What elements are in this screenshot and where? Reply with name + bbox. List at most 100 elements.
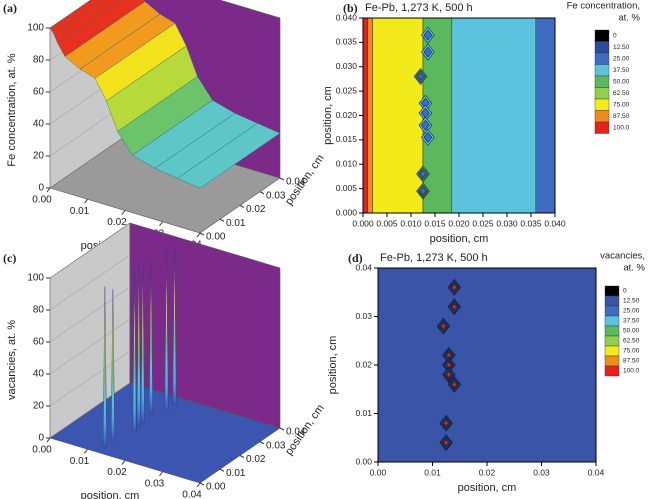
colorbar-label: 100.0 bbox=[613, 124, 630, 131]
chart-title: Fe-Pb, 1,273 K, 500 h bbox=[380, 252, 488, 264]
y-tick bbox=[259, 191, 265, 195]
surface-strip bbox=[177, 123, 281, 189]
colorbar-box bbox=[604, 335, 620, 347]
x-tick-label: 0.02 bbox=[107, 467, 127, 478]
x-tick-label: 0.015 bbox=[424, 218, 446, 228]
surface-strip bbox=[49, 0, 104, 35]
spot bbox=[418, 116, 433, 134]
y-tick-label: 0.04 bbox=[355, 262, 372, 272]
x-tick-label: 0.03 bbox=[145, 478, 165, 489]
spot bbox=[447, 298, 462, 316]
z-tick-label: 60 bbox=[33, 87, 45, 98]
x-tick-label: 0.040 bbox=[544, 218, 566, 228]
spot-ring bbox=[451, 284, 457, 291]
colorbar-box bbox=[604, 305, 620, 317]
spot bbox=[436, 317, 451, 335]
spot bbox=[416, 182, 430, 200]
spot bbox=[413, 68, 428, 85]
x-tick-label: 0.04 bbox=[588, 467, 605, 477]
z-tick-label: 20 bbox=[33, 151, 45, 162]
y-tick-label: 0.01 bbox=[226, 468, 246, 479]
y-axis-label: position, cm bbox=[322, 86, 334, 145]
spot-ring bbox=[446, 371, 452, 379]
y-tick-label: 0.02 bbox=[246, 204, 266, 215]
spot bbox=[439, 414, 453, 432]
y-axis-label: position, cm bbox=[327, 336, 339, 395]
colorbar-label: 0 bbox=[613, 32, 617, 39]
colorbar-title: at. % bbox=[623, 263, 645, 274]
spot bbox=[421, 43, 435, 61]
y-tick-label: 0.01 bbox=[355, 408, 372, 418]
x-axis-label: position, cm bbox=[81, 490, 140, 499]
contour-region bbox=[535, 17, 556, 214]
colorbar-label: 25.00 bbox=[613, 55, 630, 62]
colorbar-box bbox=[604, 315, 620, 327]
y-tick-label: 0.03 bbox=[355, 311, 372, 321]
y-tick bbox=[219, 218, 225, 222]
colorbar-box bbox=[594, 29, 610, 42]
colorbar-label: 62.50 bbox=[623, 338, 640, 345]
colorbar-box bbox=[594, 75, 610, 88]
x-tick bbox=[46, 437, 51, 443]
peak bbox=[148, 260, 154, 414]
contour-region bbox=[372, 17, 424, 214]
colorbar-label: 50.00 bbox=[613, 78, 630, 85]
peak bbox=[136, 265, 141, 426]
y-tick bbox=[199, 482, 205, 486]
peak bbox=[140, 262, 145, 424]
colorbar-box bbox=[594, 64, 610, 77]
spot-ring bbox=[443, 419, 449, 427]
panel: 0.000 0.005 0.010 0.015 0.020 0.025 0.030 0.035… bbox=[322, 1, 641, 245]
panel-label: (a) bbox=[3, 1, 17, 15]
spot bbox=[421, 128, 435, 146]
y-tick-label: 0.040 bbox=[336, 12, 358, 22]
colorbar-label: 100.0 bbox=[623, 368, 640, 375]
colorbar-label: 62.50 bbox=[613, 90, 630, 97]
spot bbox=[416, 165, 430, 183]
peak bbox=[102, 286, 107, 448]
x-tick bbox=[84, 448, 88, 454]
x-tick-label: 0.00 bbox=[370, 467, 387, 477]
spot-ring bbox=[443, 439, 449, 446]
z-tick-label: 40 bbox=[33, 119, 45, 130]
x-tick bbox=[159, 221, 163, 227]
y-tick-label: 0.025 bbox=[336, 85, 358, 95]
y-tick-label: 0.010 bbox=[336, 159, 358, 169]
colorbar-label: 12.50 bbox=[613, 44, 630, 51]
y-tick-label: 0.005 bbox=[336, 183, 358, 193]
x-tick-label: 0.000 bbox=[352, 218, 374, 228]
x-tick-label: 0.02 bbox=[479, 467, 496, 477]
colorbar-label: 87.50 bbox=[613, 113, 630, 120]
spot bbox=[421, 26, 435, 44]
grid-line bbox=[49, 318, 131, 375]
spot bbox=[442, 356, 456, 374]
y-tick-label: 0.000 bbox=[336, 207, 358, 217]
peak bbox=[164, 249, 169, 411]
peak bbox=[110, 289, 115, 442]
z-tick-label: 20 bbox=[33, 401, 45, 412]
y-tick bbox=[259, 441, 265, 445]
y-tick bbox=[239, 455, 245, 458]
x-tick-label: 0.04 bbox=[182, 490, 202, 499]
y-tick bbox=[279, 177, 285, 181]
x-tick bbox=[121, 210, 126, 215]
panel-label: (b) bbox=[343, 1, 358, 15]
z-tick-label: 100 bbox=[27, 273, 44, 284]
spot-ring bbox=[419, 187, 427, 196]
colorbar-label: 25.00 bbox=[623, 308, 640, 315]
y-tick-label: 0.01 bbox=[226, 218, 246, 229]
colorbar-title: at. % bbox=[618, 13, 640, 24]
y-tick-label: 0.035 bbox=[336, 37, 358, 47]
z-axis-label: Fe concentration, at. % bbox=[6, 53, 18, 166]
x-tick bbox=[196, 482, 201, 488]
x-tick-label: 0.03 bbox=[533, 467, 550, 477]
colorbar-label: 37.50 bbox=[613, 67, 630, 74]
x-tick-label: 0.01 bbox=[424, 467, 441, 477]
chart-title: Fe-Pb, 1,273 K, 500 h bbox=[365, 2, 473, 14]
x-tick bbox=[159, 471, 163, 477]
grid-line bbox=[49, 382, 131, 439]
z-tick-label: 100 bbox=[27, 23, 44, 34]
contour-region bbox=[362, 17, 369, 214]
z-tick-label: 80 bbox=[33, 305, 45, 316]
